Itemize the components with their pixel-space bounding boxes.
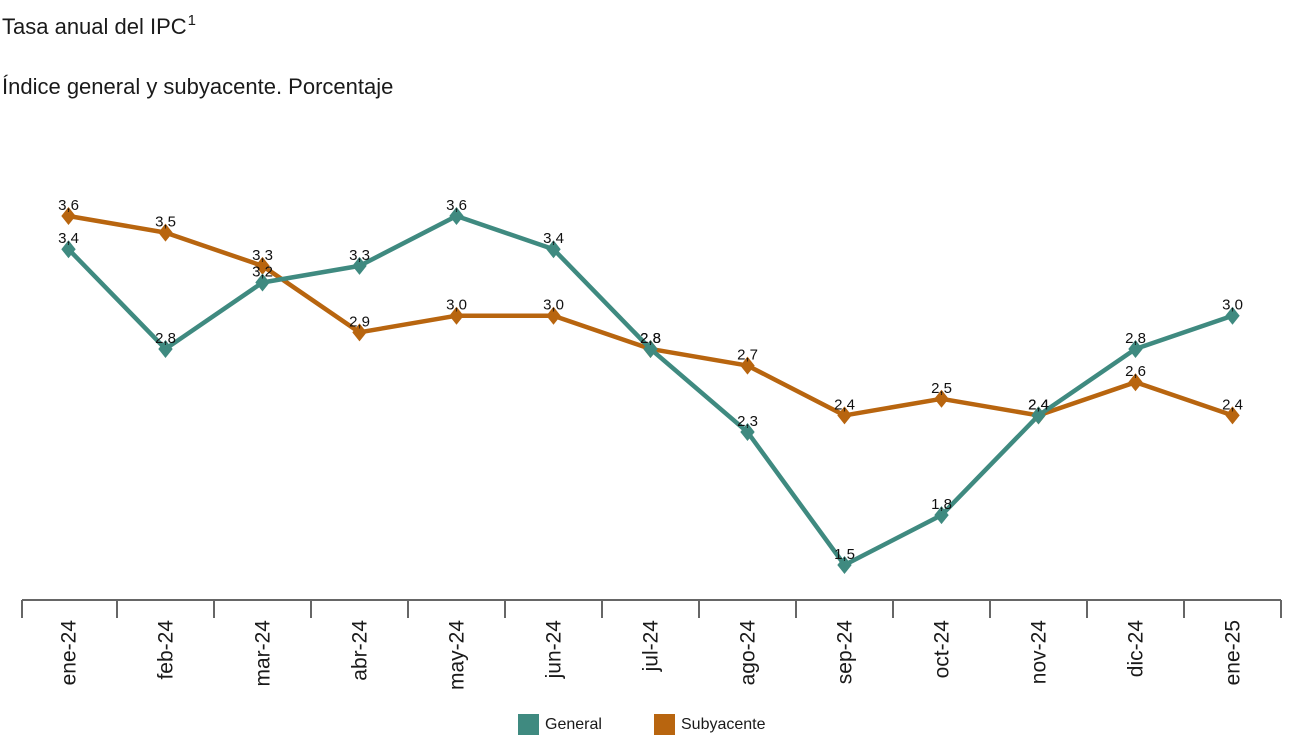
legend-item-subyacente[interactable]: Subyacente [654, 714, 766, 735]
x-tick-label: may-24 [446, 620, 469, 690]
x-tick-label: nov-24 [1028, 620, 1051, 685]
chart-title-text: Tasa anual del IPC [2, 14, 187, 39]
x-tick-label: feb-24 [155, 620, 178, 680]
data-point-general[interactable] [1031, 406, 1046, 425]
series-markers [61, 207, 1240, 574]
data-point-subyacente[interactable] [255, 256, 270, 275]
x-tick-label: sep-24 [834, 620, 857, 685]
data-label-subyacente: 2,8 [640, 330, 661, 347]
data-point-general[interactable] [158, 339, 173, 358]
x-tick-label: abr-24 [349, 620, 372, 681]
data-point-general[interactable] [1225, 306, 1240, 325]
data-point-general[interactable] [934, 506, 949, 525]
series-lines [66, 213, 1234, 568]
x-tick-label: mar-24 [252, 620, 275, 687]
data-label-general: 2,4 [1028, 396, 1049, 413]
data-label-general: 2,8 [155, 330, 176, 347]
data-label-general: 2,8 [1125, 330, 1146, 347]
data-label-general: 1,5 [834, 546, 855, 563]
legend-swatch-general [518, 714, 539, 735]
data-labels: 3,42,83,23,33,63,42,82,31,51,82,42,83,03… [58, 197, 1243, 563]
data-point-subyacente[interactable] [546, 306, 561, 325]
data-label-subyacente: 2,4 [834, 396, 855, 413]
data-point-subyacente[interactable] [837, 406, 852, 425]
legend: General Subyacente [0, 714, 1300, 738]
x-tick-label: jun-24 [543, 620, 566, 680]
data-point-general[interactable] [643, 339, 658, 358]
data-label-subyacente: 2,4 [1028, 396, 1049, 413]
legend-label-general: General [545, 715, 602, 733]
x-tick-label: ene-24 [58, 620, 81, 686]
data-point-subyacente[interactable] [1128, 373, 1143, 392]
data-point-general[interactable] [61, 240, 76, 259]
chart-subtitle: Índice general y subyacente. Porcentaje [2, 74, 394, 99]
series-line-general [66, 213, 1234, 568]
data-label-general: 3,4 [543, 230, 564, 247]
data-point-subyacente[interactable] [740, 356, 755, 375]
data-label-subyacente: 3,5 [155, 214, 176, 231]
data-point-subyacente[interactable] [934, 389, 949, 408]
x-axis: ene-24 feb-24 mar-24 abr-24 may-24 jun-24 jul-… [21, 599, 1282, 690]
legend-swatch-subyacente [654, 714, 675, 735]
data-point-general[interactable] [352, 256, 367, 275]
title-footnote: 1 [187, 12, 197, 29]
data-point-general[interactable] [255, 273, 270, 292]
data-label-general: 1,8 [931, 496, 952, 513]
data-point-general[interactable] [837, 556, 852, 574]
data-label-subyacente: 3,6 [58, 197, 79, 214]
data-point-subyacente[interactable] [61, 207, 76, 225]
data-label-subyacente: 3,3 [252, 247, 273, 264]
data-point-subyacente[interactable] [352, 323, 367, 342]
data-point-general[interactable] [1128, 339, 1143, 358]
data-label-subyacente: 3,0 [446, 297, 467, 314]
data-label-subyacente: 2,9 [349, 313, 370, 330]
x-tick-label: jul-24 [640, 620, 663, 673]
x-tick-label: oct-24 [931, 620, 954, 679]
data-point-subyacente[interactable] [158, 223, 173, 242]
data-point-general[interactable] [449, 207, 464, 225]
data-label-general: 3,4 [58, 230, 79, 247]
series-line-subyacente [68, 213, 1234, 418]
data-label-general: 2,8 [640, 330, 661, 347]
x-tick-label: ago-24 [737, 620, 760, 686]
data-point-subyacente[interactable] [449, 306, 464, 325]
data-label-subyacente: 3,0 [543, 297, 564, 314]
legend-item-general[interactable]: General [518, 714, 602, 735]
legend-label-subyacente: Subyacente [681, 715, 766, 733]
data-label-subyacente: 2,7 [737, 347, 758, 364]
x-tick-label: dic-24 [1125, 620, 1148, 678]
data-label-general: 3,0 [1222, 297, 1243, 314]
data-point-subyacente[interactable] [1225, 406, 1240, 425]
x-tick-label: ene-25 [1222, 620, 1245, 685]
data-label-general: 2,3 [737, 413, 758, 430]
data-label-subyacente: 2,6 [1125, 363, 1146, 380]
chart-title: Tasa anual del IPC1 [2, 12, 196, 40]
data-point-general[interactable] [546, 240, 561, 259]
data-label-subyacente: 2,4 [1222, 396, 1243, 413]
data-point-general[interactable] [740, 423, 755, 442]
data-label-subyacente: 2,5 [931, 380, 952, 397]
data-label-general: 3,3 [349, 247, 370, 264]
data-label-general: 3,6 [446, 197, 467, 214]
data-label-general: 3,2 [252, 263, 273, 280]
